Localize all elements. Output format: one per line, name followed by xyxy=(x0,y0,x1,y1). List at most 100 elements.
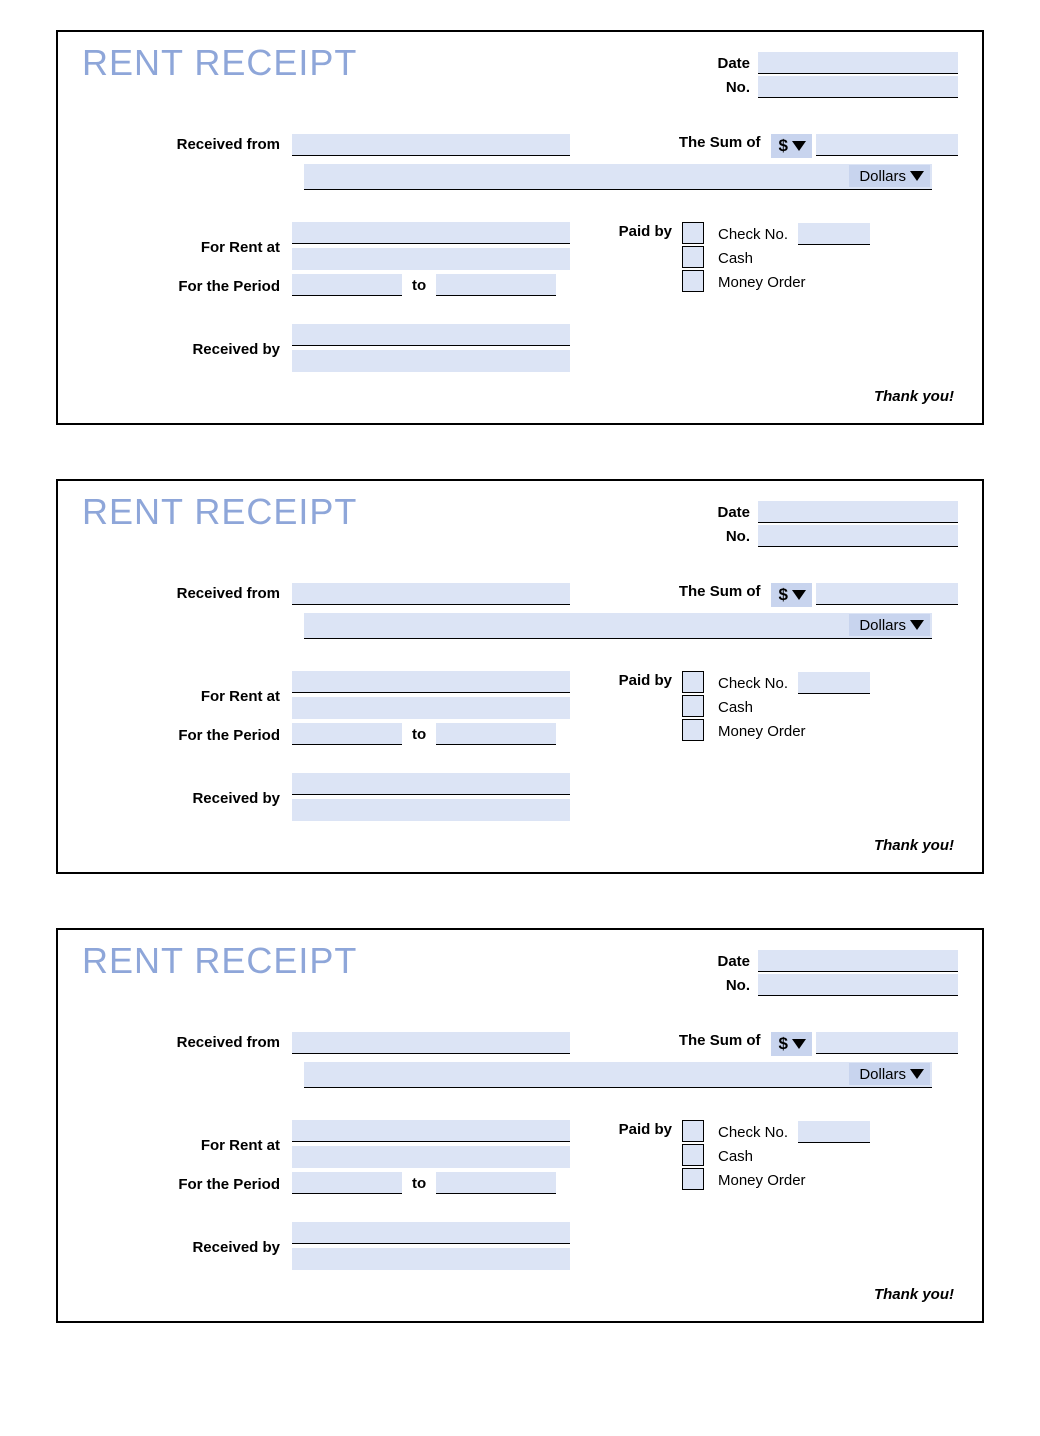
for-period-label: For the Period xyxy=(82,276,292,295)
date-field[interactable] xyxy=(758,52,958,74)
received-by-field-1[interactable] xyxy=(292,773,570,795)
paid-by-label: Paid by xyxy=(592,671,682,743)
money-order-label: Money Order xyxy=(718,274,806,291)
money-order-checkbox[interactable] xyxy=(682,719,704,741)
rent-receipt: RENT RECEIPT Date No. Received from The … xyxy=(56,30,984,425)
chevron-down-icon xyxy=(910,620,924,630)
for-rent-at-label: For Rent at xyxy=(82,237,292,256)
date-label: Date xyxy=(717,504,758,521)
dollars-unit-dropdown[interactable]: Dollars xyxy=(849,614,930,636)
received-from-field[interactable] xyxy=(292,1032,570,1054)
date-label: Date xyxy=(717,953,758,970)
period-from-field[interactable] xyxy=(292,274,402,296)
check-no-field[interactable] xyxy=(798,672,870,694)
date-field[interactable] xyxy=(758,501,958,523)
date-field[interactable] xyxy=(758,950,958,972)
date-label: Date xyxy=(717,55,758,72)
currency-symbol: $ xyxy=(779,136,788,156)
received-from-field[interactable] xyxy=(292,134,570,156)
sum-of-label: The Sum of xyxy=(570,1032,771,1049)
money-order-label: Money Order xyxy=(718,1172,806,1189)
rent-receipt: RENT RECEIPT Date No. Received from The … xyxy=(56,928,984,1323)
chevron-down-icon xyxy=(792,141,806,151)
period-to-field[interactable] xyxy=(436,1172,556,1194)
thank-you-text: Thank you! xyxy=(82,837,958,854)
period-to-field[interactable] xyxy=(436,723,556,745)
sum-words-field[interactable]: Dollars xyxy=(304,164,932,190)
received-by-field-1[interactable] xyxy=(292,324,570,346)
currency-dropdown[interactable]: $ xyxy=(771,583,812,607)
header-meta: Date No. xyxy=(658,501,958,549)
cash-label: Cash xyxy=(718,1148,753,1165)
sum-of-label: The Sum of xyxy=(570,134,771,151)
received-from-label: Received from xyxy=(82,134,292,153)
period-to-label: to xyxy=(402,1175,436,1192)
for-period-label: For the Period xyxy=(82,1174,292,1193)
period-to-label: to xyxy=(402,277,436,294)
received-by-field-2[interactable] xyxy=(292,1248,570,1270)
sum-amount-field[interactable] xyxy=(816,134,958,156)
cash-checkbox[interactable] xyxy=(682,1144,704,1166)
cash-label: Cash xyxy=(718,699,753,716)
sum-amount-field[interactable] xyxy=(816,1032,958,1054)
check-no-field[interactable] xyxy=(798,1121,870,1143)
received-by-field-1[interactable] xyxy=(292,1222,570,1244)
currency-symbol: $ xyxy=(779,1034,788,1054)
for-rent-at-label: For Rent at xyxy=(82,1135,292,1154)
check-checkbox[interactable] xyxy=(682,1120,704,1142)
header-meta: Date No. xyxy=(658,52,958,100)
paid-by-label: Paid by xyxy=(592,222,682,294)
rent-at-field-1[interactable] xyxy=(292,671,570,693)
no-label: No. xyxy=(726,977,758,994)
no-field[interactable] xyxy=(758,974,958,996)
rent-at-field-2[interactable] xyxy=(292,248,570,270)
for-period-label: For the Period xyxy=(82,725,292,744)
no-field[interactable] xyxy=(758,525,958,547)
header-meta: Date No. xyxy=(658,950,958,998)
thank-you-text: Thank you! xyxy=(82,1286,958,1303)
rent-at-field-2[interactable] xyxy=(292,1146,570,1168)
dollars-unit-dropdown[interactable]: Dollars xyxy=(849,1063,930,1085)
received-by-field-2[interactable] xyxy=(292,799,570,821)
rent-at-field-1[interactable] xyxy=(292,1120,570,1142)
dollars-unit-dropdown[interactable]: Dollars xyxy=(849,165,930,187)
currency-symbol: $ xyxy=(779,585,788,605)
currency-dropdown[interactable]: $ xyxy=(771,134,812,158)
rent-receipt: RENT RECEIPT Date No. Received from The … xyxy=(56,479,984,874)
received-from-field[interactable] xyxy=(292,583,570,605)
period-to-label: to xyxy=(402,726,436,743)
sum-words-field[interactable]: Dollars xyxy=(304,613,932,639)
sum-words-field[interactable]: Dollars xyxy=(304,1062,932,1088)
currency-dropdown[interactable]: $ xyxy=(771,1032,812,1056)
sum-of-label: The Sum of xyxy=(570,583,771,600)
received-from-label: Received from xyxy=(82,1032,292,1051)
check-no-label: Check No. xyxy=(718,675,788,692)
period-from-field[interactable] xyxy=(292,723,402,745)
paid-by-label: Paid by xyxy=(592,1120,682,1192)
check-checkbox[interactable] xyxy=(682,671,704,693)
no-label: No. xyxy=(726,528,758,545)
thank-you-text: Thank you! xyxy=(82,388,958,405)
money-order-checkbox[interactable] xyxy=(682,270,704,292)
period-from-field[interactable] xyxy=(292,1172,402,1194)
chevron-down-icon xyxy=(792,590,806,600)
cash-label: Cash xyxy=(718,250,753,267)
check-no-field[interactable] xyxy=(798,223,870,245)
period-to-field[interactable] xyxy=(436,274,556,296)
no-field[interactable] xyxy=(758,76,958,98)
rent-at-field-1[interactable] xyxy=(292,222,570,244)
received-by-field-2[interactable] xyxy=(292,350,570,372)
received-by-label: Received by xyxy=(82,1237,292,1256)
check-checkbox[interactable] xyxy=(682,222,704,244)
cash-checkbox[interactable] xyxy=(682,246,704,268)
rent-at-field-2[interactable] xyxy=(292,697,570,719)
check-no-label: Check No. xyxy=(718,226,788,243)
chevron-down-icon xyxy=(792,1039,806,1049)
no-label: No. xyxy=(726,79,758,96)
sum-amount-field[interactable] xyxy=(816,583,958,605)
for-rent-at-label: For Rent at xyxy=(82,686,292,705)
chevron-down-icon xyxy=(910,171,924,181)
chevron-down-icon xyxy=(910,1069,924,1079)
cash-checkbox[interactable] xyxy=(682,695,704,717)
money-order-checkbox[interactable] xyxy=(682,1168,704,1190)
